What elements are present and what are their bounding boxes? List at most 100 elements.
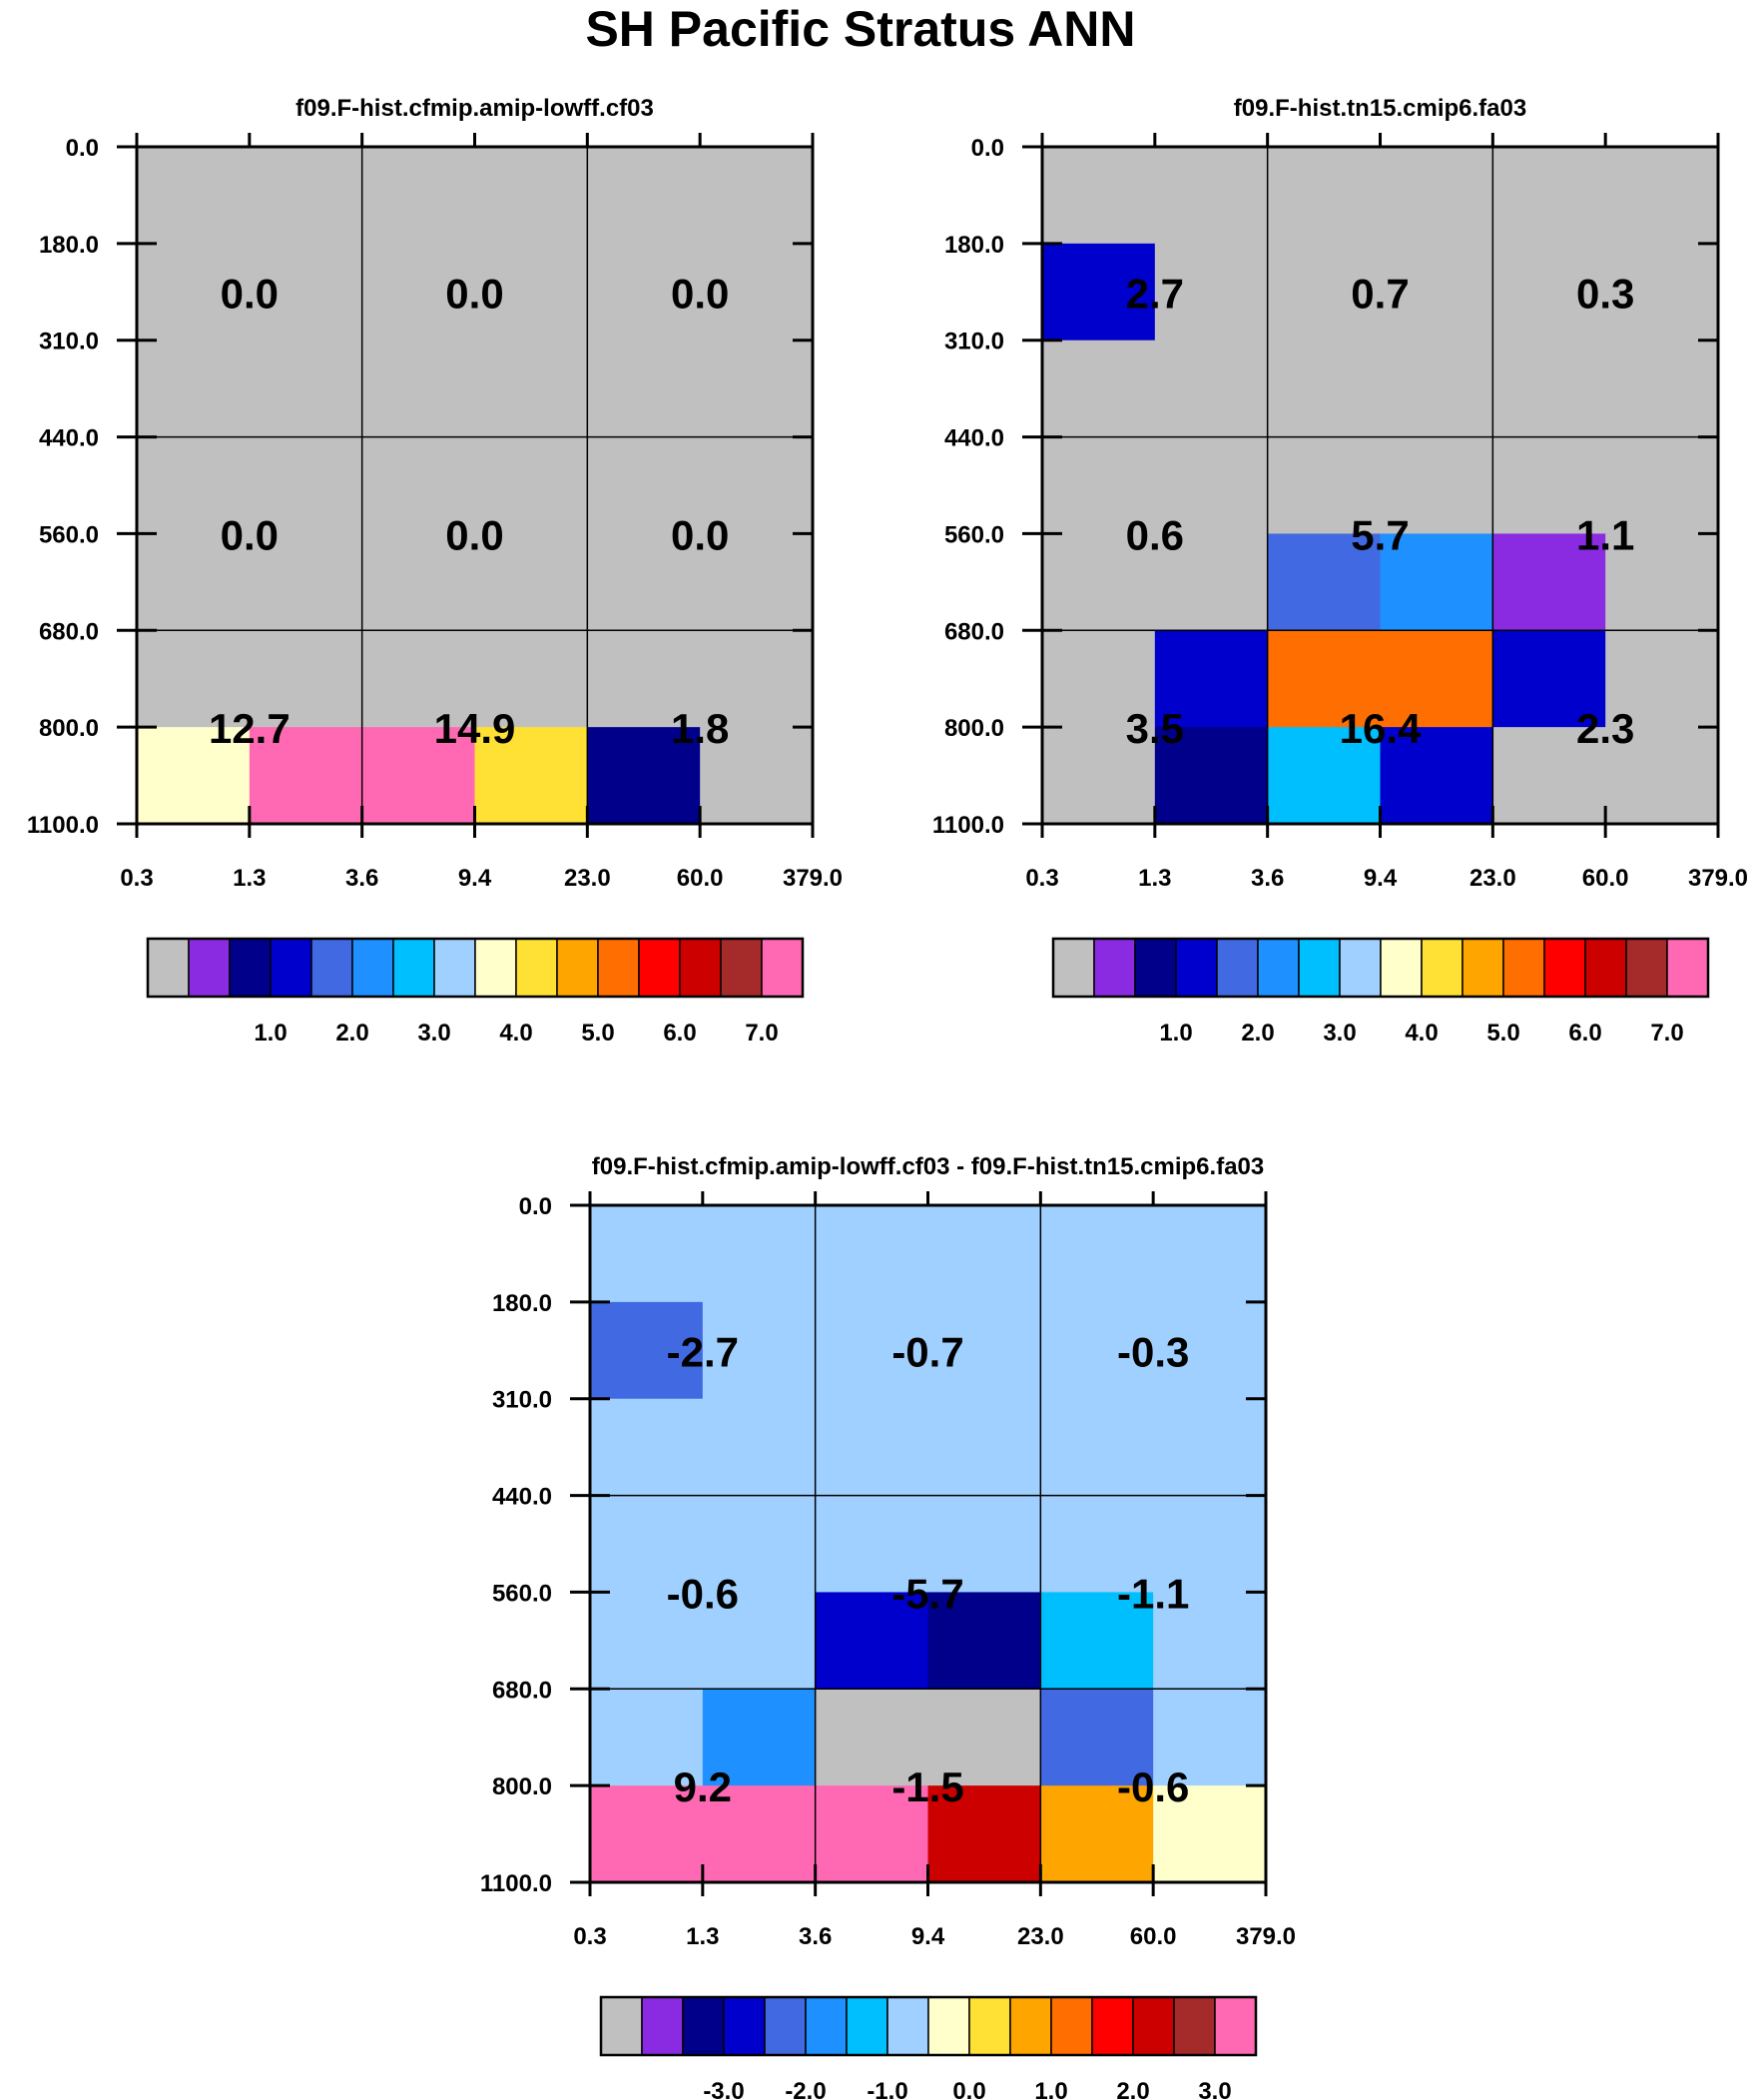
- y-tick-label: 180.0: [944, 232, 1004, 259]
- heatmap-cell: [927, 1689, 1041, 1786]
- colorbar-swatch: [1298, 938, 1341, 998]
- heatmap-cell: [1492, 147, 1606, 245]
- heatmap-cell: [249, 727, 363, 825]
- heatmap-cell: [1042, 436, 1156, 535]
- x-tick-label: 1.3: [686, 1923, 719, 1950]
- cell-value-label: 0.0: [445, 511, 503, 558]
- y-tick-label: 180.0: [39, 232, 99, 259]
- cell-value-label: 2.7: [1126, 270, 1184, 317]
- heatmap-cell: [1153, 1689, 1267, 1786]
- colorbar-label: 4.0: [1405, 1020, 1438, 1047]
- heatmap-cell: [249, 147, 363, 245]
- heatmap-cell: [700, 630, 814, 728]
- colorbar-frame: [599, 1995, 1258, 2057]
- heatmap-cell: [361, 436, 476, 535]
- colorbar-swatch: [1214, 1996, 1257, 2056]
- cell-value-label: 0.6: [1126, 511, 1184, 558]
- heatmap-cell: [137, 243, 251, 342]
- y-tick-label: 310.0: [944, 329, 1004, 355]
- colorbar-swatch: [1052, 938, 1095, 998]
- colorbar-swatch: [1421, 938, 1464, 998]
- cell-value-label: 3.5: [1126, 705, 1184, 752]
- heatmap-cell: [474, 436, 588, 535]
- heatmap-cell: [1492, 243, 1606, 342]
- heatmap-cell: [1153, 1398, 1267, 1497]
- cell-value-label: -0.6: [667, 1570, 739, 1617]
- heatmap-cell: [927, 1785, 1041, 1883]
- colorbar-swatch: [679, 938, 722, 998]
- cell-value-label: 5.7: [1351, 511, 1409, 558]
- heatmap-cell: [1154, 727, 1269, 825]
- heatmap-cell: [1040, 1592, 1154, 1690]
- heatmap-cell: [1040, 1689, 1154, 1786]
- cell-value-label: -2.7: [667, 1328, 739, 1375]
- colorbar-swatch: [556, 938, 599, 998]
- colorbar-swatch: [1009, 1996, 1052, 2056]
- heatmap-cell: [1605, 147, 1719, 245]
- heatmap-cell: [587, 147, 701, 245]
- colorbar-swatch: [723, 1996, 766, 2056]
- x-tick-label: 3.6: [345, 865, 378, 892]
- cell-value-label: -5.7: [891, 1570, 963, 1617]
- heatmap-cell: [587, 340, 701, 438]
- colorbar-swatch: [1091, 1996, 1134, 2056]
- heatmap-cell: [1154, 630, 1269, 728]
- colorbar-swatch: [310, 938, 353, 998]
- heatmap-cell: [1154, 340, 1269, 438]
- colorbar-swatch: [1173, 1996, 1216, 2056]
- heatmap-cell: [1040, 1205, 1154, 1303]
- colorbar-label: 3.0: [417, 1020, 450, 1047]
- heatmap-cell: [1380, 243, 1493, 342]
- heatmap-cell: [700, 533, 814, 631]
- heatmap-cell: [361, 147, 476, 245]
- heatmap-cell: [1154, 533, 1269, 631]
- heatmap-cell: [815, 1205, 929, 1303]
- y-tick-label: 800.0: [39, 715, 99, 742]
- colorbar-swatch: [1625, 938, 1668, 998]
- heatmap-cell: [1040, 1398, 1154, 1497]
- x-tick-label: 60.0: [1582, 865, 1629, 892]
- heatmap-cell: [1492, 436, 1606, 535]
- colorbar-swatch: [1339, 938, 1382, 998]
- heatmap-cell: [361, 630, 476, 728]
- colorbar-swatch: [351, 938, 394, 998]
- heatmap-cell: [1605, 630, 1719, 728]
- heatmap-cell: [1153, 1205, 1267, 1303]
- heatmap-cell: [1492, 340, 1606, 438]
- panel-title: f09.F-hist.tn15.cmip6.fa03: [1234, 95, 1526, 122]
- colorbar-frame: [146, 937, 805, 999]
- x-tick-label: 379.0: [783, 865, 843, 892]
- heatmap-cell: [1153, 1495, 1267, 1594]
- cell-value-label: -0.3: [1117, 1328, 1189, 1375]
- heatmap-cell: [1380, 147, 1493, 245]
- heatmap-cell: [137, 436, 251, 535]
- heatmap-cell: [587, 727, 701, 825]
- colorbar-swatch: [641, 1996, 684, 2056]
- heatmap-cell: [474, 340, 588, 438]
- colorbar-swatch: [1543, 938, 1586, 998]
- colorbar-swatch: [1175, 938, 1218, 998]
- heatmap-cell: [1605, 727, 1719, 825]
- heatmap-cell: [137, 340, 251, 438]
- y-tick-label: 0.0: [66, 135, 99, 162]
- y-tick-label: 180.0: [492, 1290, 552, 1317]
- cell-value-label: 1.1: [1576, 511, 1634, 558]
- colorbar-swatch: [1502, 938, 1545, 998]
- y-tick-label: 0.0: [971, 135, 1004, 162]
- x-tick-label: 1.3: [233, 865, 266, 892]
- heatmap-cell: [1267, 340, 1382, 438]
- heatmap-cell: [137, 630, 251, 728]
- colorbar-label: -3.0: [703, 2078, 744, 2100]
- y-tick-label: 0.0: [519, 1193, 552, 1220]
- heatmap-cell: [1267, 533, 1382, 631]
- y-tick-label: 440.0: [492, 1484, 552, 1511]
- colorbar-swatch: [886, 1996, 929, 2056]
- heatmap-cell: [1042, 243, 1156, 342]
- heatmap-cell: [927, 1592, 1041, 1690]
- x-tick-label: 9.4: [458, 865, 492, 892]
- heatmap-panel-3: f09.F-hist.cfmip.amip-lowff.cf03 - f09.F…: [480, 1153, 1296, 2100]
- colorbar-swatch: [392, 938, 435, 998]
- y-tick-label: 680.0: [944, 618, 1004, 645]
- heatmap-cell: [361, 243, 476, 342]
- heatmap-cell: [590, 1785, 704, 1883]
